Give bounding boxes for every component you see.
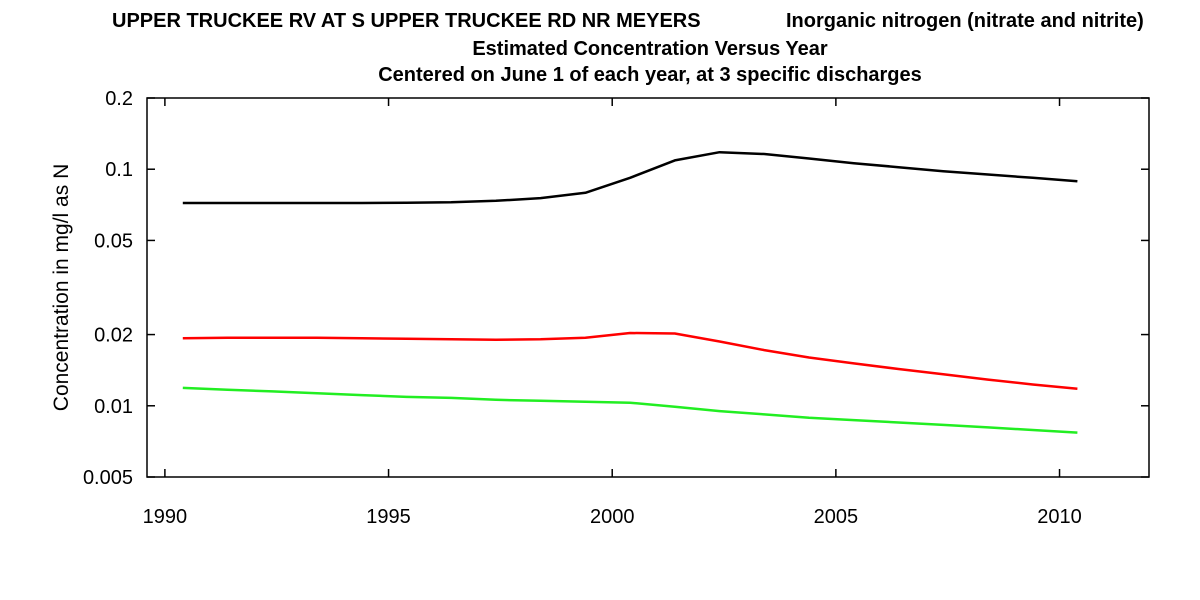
series-line-3	[182, 386, 1078, 434]
chart-parameter: Inorganic nitrogen (nitrate and nitrite)	[786, 10, 1144, 32]
y-tick-label: 0.01	[94, 396, 133, 418]
x-axis: 1990 1995 2000 2005 2010	[143, 98, 1082, 528]
y-axis-label: Concentration in mg/l as N	[50, 164, 73, 411]
x-tick-label: 2000	[590, 506, 635, 528]
series-line-1	[182, 150, 1078, 205]
series-line-2	[182, 331, 1078, 391]
y-tick-label: 0.05	[94, 230, 133, 252]
y-tick-label: 0.02	[94, 325, 133, 347]
y-tick-label: 0.005	[83, 467, 133, 489]
chart-subtitle-2: Centered on June 1 of each year, at 3 sp…	[378, 64, 922, 86]
series-layer	[182, 150, 1078, 434]
chart-subtitle: Estimated Concentration Versus Year	[472, 38, 828, 60]
x-tick-label: 2005	[814, 506, 859, 528]
chart-title-block: UPPER TRUCKEE RV AT S UPPER TRUCKEE RD N…	[0, 10, 1200, 90]
y-axis: 0.005 0.01 0.02 0.05 0.1 0.2	[83, 88, 1149, 489]
y-tick-label: 0.1	[105, 159, 133, 181]
x-tick-label: 1995	[366, 506, 411, 528]
plot-frame	[146, 97, 1150, 478]
y-tick-label: 0.2	[105, 88, 133, 110]
chart-title: UPPER TRUCKEE RV AT S UPPER TRUCKEE RD N…	[112, 10, 701, 32]
x-tick-label: 1990	[143, 506, 188, 528]
x-tick-label: 2010	[1037, 506, 1082, 528]
